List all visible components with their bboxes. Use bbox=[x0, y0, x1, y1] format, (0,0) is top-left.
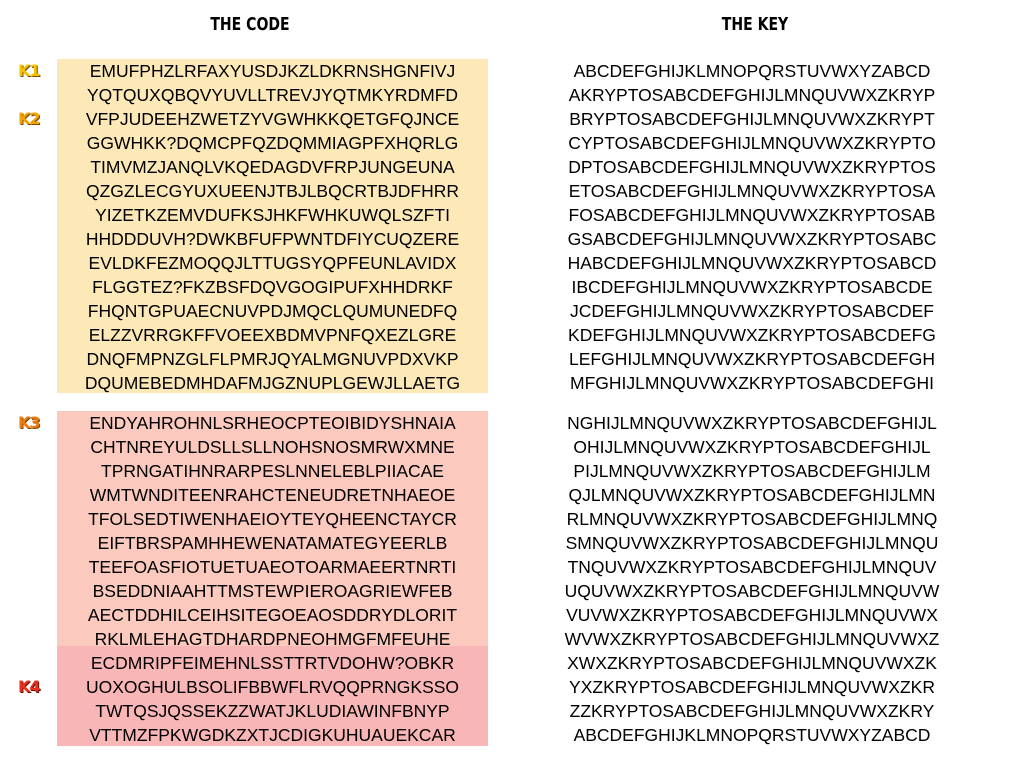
code-line: HHDDDUVH?DWKBFUFPWNTDFIYCUQZERE bbox=[85, 229, 460, 249]
code-line: FLGGTEZ?FKZBSFDQVGOGIPUFXHHDRKF bbox=[92, 277, 453, 297]
key-line: JCDEFGHIJLMNQUVWXZKRYPTOSABCDEF bbox=[570, 301, 934, 321]
code-line: EVLDKFEZMOQQJLTTUGSYQPFEUNLAVIDX bbox=[88, 253, 457, 273]
k2-marker: K2 bbox=[18, 109, 41, 128]
k4-marker: K4 bbox=[18, 677, 41, 696]
code-line: ENDYAHROHNLSRHEOCPTEOIBIDYSHNAIA bbox=[89, 413, 456, 433]
code-line: TPRNGATIHNRARPESLNNELEBLPIIACAE bbox=[101, 461, 444, 481]
key-heading: THE KEY bbox=[721, 14, 789, 35]
key-line: OHIJLMNQUVWXZKRYPTOSABCDEFGHIJL bbox=[573, 437, 931, 457]
key-line: AKRYPTOSABCDEFGHIJLMNQUVWXZKRYP bbox=[568, 85, 936, 105]
key-line: ZZKRYPTOSABCDEFGHIJLMNQUVWXZKRY bbox=[569, 701, 935, 721]
key-line: GSABCDEFGHIJLMNQUVWXZKRYPTOSABC bbox=[567, 229, 937, 249]
code-line: FHQNTGPUAECNUVPDJMQCLQUMUNEDFQ bbox=[87, 301, 458, 321]
key-line: LEFGHIJLMNQUVWXZKRYPTOSABCDEFGH bbox=[569, 349, 935, 369]
code-heading: THE CODE bbox=[210, 14, 290, 35]
code-line: GGWHKK?DQMCPFQZDQMMIAGPFXHQRLG bbox=[86, 133, 459, 153]
key-line: NGHIJLMNQUVWXZKRYPTOSABCDEFGHIJL bbox=[567, 413, 937, 433]
code-line: RKLMLEHAGTDHARDPNEOHMGFMFEUHE bbox=[94, 629, 451, 649]
code-line: TFOLSEDTIWENHAEIOYTEYQHEENCTAYCR bbox=[88, 509, 457, 529]
code-line: TEEFOASFIOTUETUAEOTOARMAEERTNRTI bbox=[88, 557, 457, 577]
code-line: UOXOGHULBSOLIFBBWFLRVQQPRNGKSSO bbox=[85, 677, 460, 697]
key-text: ABCDEFGHIJKLMNOPQRSTUVWXYZABCD AKRYPTOSA… bbox=[532, 59, 972, 747]
k1-k2-highlight bbox=[57, 59, 488, 393]
key-line: UQUVWXZKRYPTOSABCDEFGHIJLMNQUVW bbox=[564, 581, 940, 601]
code-line: AECTDDHILCEIHSITEGOEAOSDDRYDLORIT bbox=[87, 605, 458, 625]
key-line: QJLMNQUVWXZKRYPTOSABCDEFGHIJLMN bbox=[568, 485, 936, 505]
key-line: TNQUVWXZKRYPTOSABCDEFGHIJLMNQUV bbox=[567, 557, 937, 577]
code-line: DNQFMPNZGLFLPMRJQYALMGNUVPDXVKP bbox=[86, 349, 459, 369]
key-line: HABCDEFGHIJLMNQUVWXZKRYPTOSABCD bbox=[567, 253, 937, 273]
code-line: TWTQSJQSSEKZZWATJKLUDIAWINFBNYP bbox=[95, 701, 450, 721]
code-line: YIZETKZEMVDUFKSJHKFWHKUWQLSZFTI bbox=[95, 205, 450, 225]
k3-marker: K3 bbox=[18, 413, 41, 432]
key-line: XWXZKRYPTOSABCDEFGHIJLMNQUVWXZK bbox=[567, 653, 937, 673]
key-line: DPTOSABCDEFGHIJLMNQUVWXZKRYPTOS bbox=[568, 157, 936, 177]
key-line: IBCDEFGHIJLMNQUVWXZKRYPTOSABCDE bbox=[571, 277, 933, 297]
k3-highlight bbox=[57, 411, 488, 646]
code-line: VFPJUDEEHZWETZYVGWHKKQETGFQJNCE bbox=[85, 109, 460, 129]
key-line: ABCDEFGHIJKLMNOPQRSTUVWXYZABCD bbox=[573, 725, 931, 745]
k1-marker: K1 bbox=[18, 61, 41, 80]
code-line: WMTWNDITEENRAHCTENEUDRETNHAEOE bbox=[89, 485, 456, 505]
key-line: PIJLMNQUVWXZKRYPTOSABCDEFGHIJLM bbox=[573, 461, 931, 481]
code-line: ECDMRIPFEIMEHNLSSTTRTVDOHW?OBKR bbox=[90, 653, 455, 673]
section-gap bbox=[532, 395, 972, 411]
key-line: MFGHIJLMNQUVWXZKRYPTOSABCDEFGHI bbox=[570, 373, 934, 393]
code-line: EMUFPHZLRFAXYUSDJKZLDKRNSHGNFIVJ bbox=[89, 61, 456, 81]
key-line: BRYPTOSABCDEFGHIJLMNQUVWXZKRYPT bbox=[569, 109, 935, 129]
code-line: EIFTBRSPAMHHEWENATAMATEGYEERLB bbox=[97, 533, 448, 553]
key-line: KDEFGHIJLMNQUVWXZKRYPTOSABCDEFG bbox=[568, 325, 936, 345]
section-gap bbox=[57, 395, 488, 411]
key-line: FOSABCDEFGHIJLMNQUVWXZKRYPTOSAB bbox=[568, 205, 936, 225]
key-line: WVWXZKRYPTOSABCDEFGHIJLMNQUVWXZ bbox=[564, 629, 940, 649]
code-line: BSEDDNIAAHTTMSTEWPIEROAGRIEWFEB bbox=[92, 581, 453, 601]
key-line: ETOSABCDEFGHIJLMNQUVWXZKRYPTOSA bbox=[568, 181, 936, 201]
code-line: DQUMEBEDMHDAFMJGZNUPLGEWJLLAETG bbox=[84, 373, 461, 393]
code-line: ELZZVRRGKFFVOEEXBDMVPNFQXEZLGRE bbox=[88, 325, 457, 345]
code-text: EMUFPHZLRFAXYUSDJKZLDKRNSHGNFIVJ YQTQUXQ… bbox=[57, 59, 488, 747]
code-line: CHTNREYULDSLLSLLNOHSNOSMRWXMNE bbox=[90, 437, 455, 457]
code-line: YQTQUXQBQVYUVLLTREVJYQTMKYRDMFD bbox=[86, 85, 459, 105]
key-line: CYPTOSABCDEFGHIJLMNQUVWXZKRYPTO bbox=[568, 133, 936, 153]
code-line: QZGZLECGYUXUEENJTBJLBQCRTBJDFHRR bbox=[85, 181, 460, 201]
key-line: VUVWXZKRYPTOSABCDEFGHIJLMNQUVWX bbox=[566, 605, 938, 625]
code-line: TIMVMZJANQLVKQEDAGDVFRPJUNGEUNA bbox=[90, 157, 455, 177]
k4-highlight bbox=[57, 646, 488, 746]
code-line: VTTMZFPKWGDKZXTJCDIGKUHUAUEKCAR bbox=[89, 725, 456, 745]
key-line: RLMNQUVWXZKRYPTOSABCDEFGHIJLMNQ bbox=[566, 509, 938, 529]
key-line: ABCDEFGHIJKLMNOPQRSTUVWXYZABCD bbox=[573, 61, 931, 81]
key-line: SMNQUVWXZKRYPTOSABCDEFGHIJLMNQU bbox=[565, 533, 939, 553]
key-line: YXZKRYPTOSABCDEFGHIJLMNQUVWXZKR bbox=[569, 677, 935, 697]
